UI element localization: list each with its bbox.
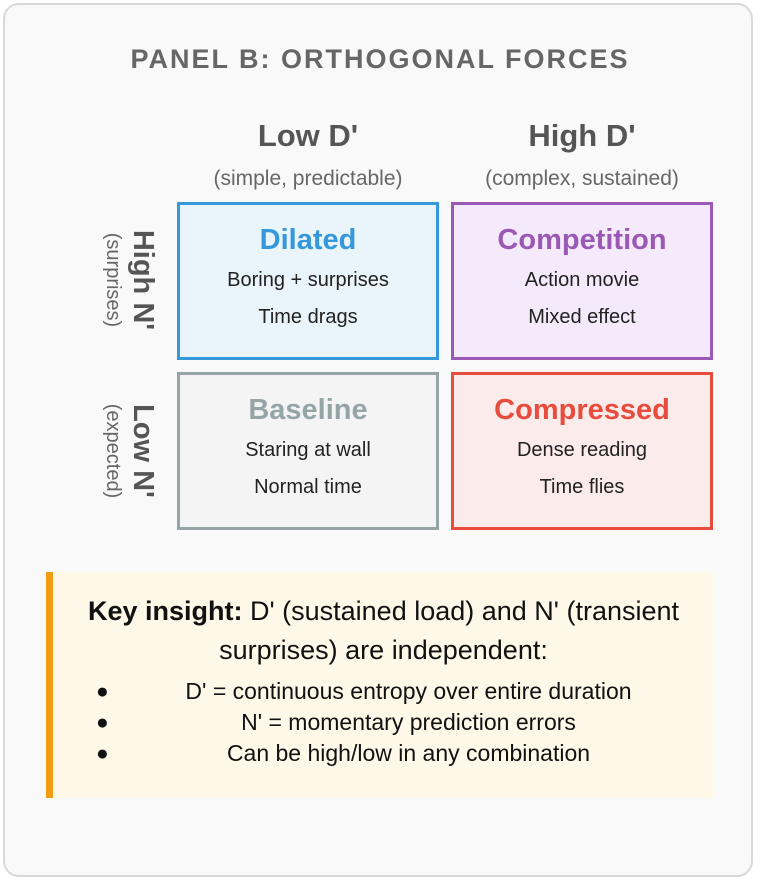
quadrant-compressed: Compressed Dense reading Time flies bbox=[451, 372, 713, 530]
key-insight-text: Key insight: D' (sustained load) and N' … bbox=[53, 592, 714, 670]
column-label: Low D' bbox=[257, 118, 359, 153]
column-label: High D' bbox=[528, 118, 636, 153]
row-sublabel: (surprises) bbox=[102, 232, 124, 328]
row-label: Low N' bbox=[127, 404, 159, 498]
column-header-high-d: High D' (complex, sustained) bbox=[451, 118, 713, 191]
quadrant-line: Staring at wall bbox=[245, 439, 371, 461]
quadrant-baseline: Baseline Staring at wall Normal time bbox=[177, 372, 439, 530]
list-item: ● D' = continuous entropy over entire du… bbox=[53, 676, 714, 707]
list-item: ● Can be high/low in any combination bbox=[53, 738, 714, 769]
quadrant-line: Mixed effect bbox=[528, 306, 636, 328]
quadrant-title: Competition bbox=[497, 224, 667, 256]
list-item-text: D' = continuous entropy over entire dura… bbox=[185, 678, 632, 704]
column-sublabel: (complex, sustained) bbox=[485, 167, 679, 190]
panel-title: PANEL B: ORTHOGONAL FORCES bbox=[130, 44, 630, 74]
bullet-icon: ● bbox=[96, 742, 109, 765]
quadrant-line: Normal time bbox=[254, 476, 362, 498]
row-header-high-n: High N' (surprises) bbox=[90, 205, 170, 355]
column-sublabel: (simple, predictable) bbox=[213, 167, 403, 190]
quadrant-title: Compressed bbox=[494, 394, 670, 426]
quadrant-line: Action movie bbox=[524, 269, 640, 291]
column-header-low-d: Low D' (simple, predictable) bbox=[177, 118, 439, 191]
bullet-icon: ● bbox=[96, 680, 109, 703]
list-item-text: Can be high/low in any combination bbox=[226, 740, 591, 766]
key-insight-label: Key insight: bbox=[87, 596, 243, 626]
key-insight-body: D' (sustained load) and N' (transient su… bbox=[219, 596, 680, 665]
quadrant-line: Dense reading bbox=[516, 439, 648, 461]
quadrant-title: Dilated bbox=[259, 224, 357, 256]
quadrant-competition: Competition Action movie Mixed effect bbox=[451, 202, 713, 360]
key-insight-box: Key insight: D' (sustained load) and N' … bbox=[46, 572, 714, 798]
quadrant-line: Time flies bbox=[539, 476, 625, 498]
quadrant-title: Baseline bbox=[248, 394, 368, 426]
list-item-text: N' = momentary prediction errors bbox=[241, 709, 576, 735]
bullet-icon: ● bbox=[96, 711, 109, 734]
quadrant-line: Time drags bbox=[258, 306, 358, 328]
row-sublabel: (expected) bbox=[102, 403, 124, 499]
list-item: ● N' = momentary prediction errors bbox=[53, 707, 714, 738]
quadrant-line: Boring + surprises bbox=[227, 269, 389, 291]
quadrant-dilated: Dilated Boring + surprises Time drags bbox=[177, 202, 439, 360]
row-header-low-n: Low N' (expected) bbox=[90, 376, 170, 526]
row-label: High N' bbox=[127, 229, 159, 331]
